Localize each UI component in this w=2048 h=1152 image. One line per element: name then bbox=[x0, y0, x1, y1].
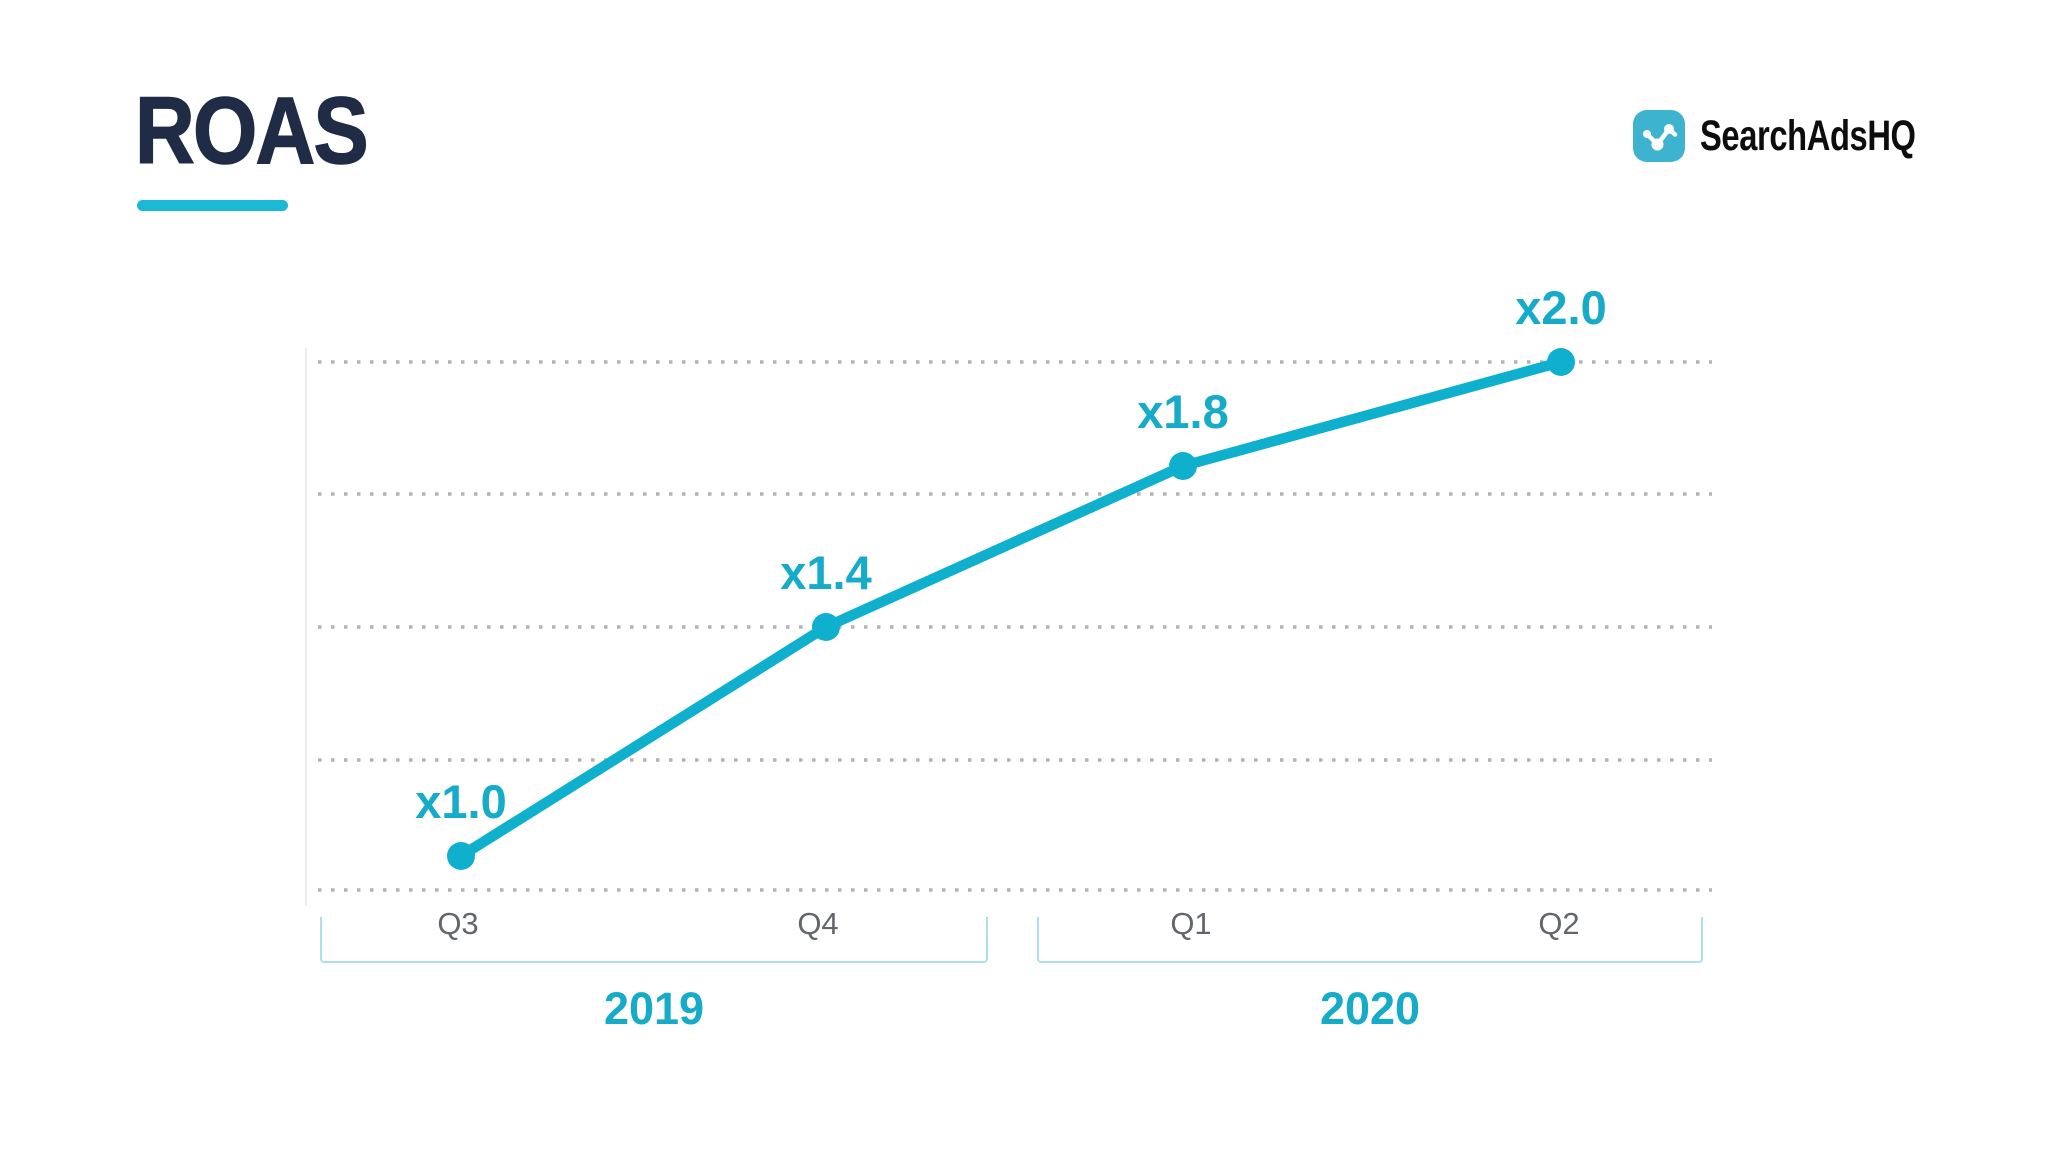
page-title: ROAS bbox=[134, 78, 369, 184]
data-point-q1-2020 bbox=[1169, 452, 1197, 480]
point-label: x2.0 bbox=[1515, 281, 1606, 334]
title-underline bbox=[137, 200, 288, 211]
brand-name: SearchAdsHQ bbox=[1700, 111, 1916, 160]
point-label: x1.0 bbox=[415, 775, 506, 828]
title-block: ROAS bbox=[134, 78, 401, 184]
data-point-q4-2019 bbox=[812, 613, 840, 641]
data-point-q2-2020 bbox=[1547, 348, 1575, 376]
roas-line bbox=[455, 356, 1567, 862]
point-label: x1.8 bbox=[1137, 385, 1228, 438]
line-chart-icon bbox=[1633, 110, 1685, 162]
point-label: x1.4 bbox=[780, 546, 871, 599]
data-point-q3-2019 bbox=[447, 842, 475, 870]
brand-logo: SearchAdsHQ bbox=[1633, 110, 1984, 162]
